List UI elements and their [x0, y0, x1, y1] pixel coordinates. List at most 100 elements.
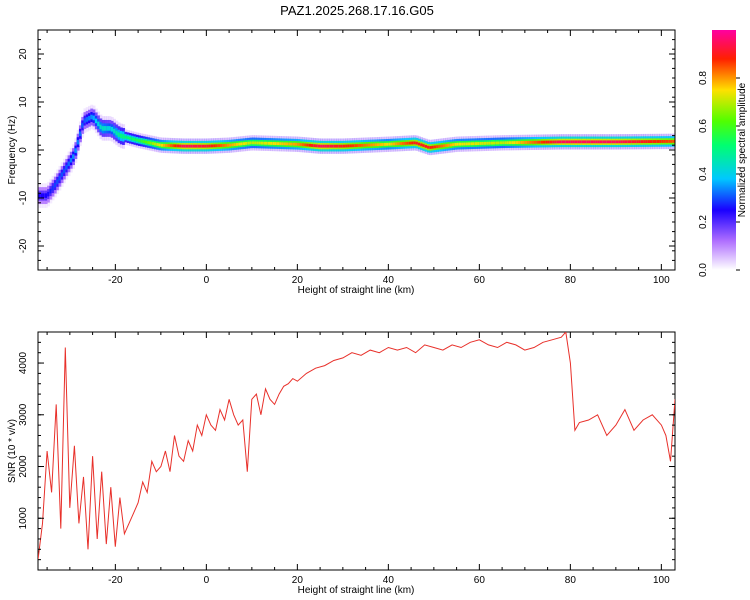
heat-cell	[404, 141, 408, 145]
heat-cell	[78, 131, 82, 137]
heat-cell	[402, 142, 405, 145]
heat-cell	[379, 143, 383, 147]
heat-cell	[108, 126, 112, 131]
heat-cell	[588, 140, 592, 144]
snr-x-label: Height of straight line (km)	[298, 585, 415, 596]
heat-cell	[331, 144, 335, 148]
heat-cell	[199, 144, 203, 148]
heat-cell	[383, 142, 387, 146]
heat-cell	[329, 144, 333, 148]
heat-cell	[138, 139, 141, 143]
heat-cell	[51, 185, 55, 191]
y-tick-label: 10	[18, 96, 29, 108]
heat-cell	[222, 144, 226, 147]
heat-cell	[188, 144, 192, 148]
heat-cell	[672, 139, 675, 143]
heat-cell	[251, 141, 255, 145]
heat-cell	[226, 143, 230, 147]
heat-cell	[479, 142, 483, 145]
heat-cell	[281, 142, 285, 146]
heat-cell	[53, 182, 57, 188]
heat-cell	[513, 141, 517, 145]
x-tick-label: 80	[565, 275, 577, 286]
colorbar-tick-label: 0.6	[698, 119, 709, 133]
heat-cell	[292, 142, 296, 146]
heat-cell	[276, 142, 280, 146]
heat-cell	[363, 143, 367, 147]
heat-cell	[634, 140, 637, 144]
heat-cell	[340, 144, 344, 148]
y-tick-label: 4000	[18, 351, 29, 374]
x-tick-label: -20	[108, 275, 123, 286]
heat-cell	[126, 136, 130, 140]
heat-cell	[81, 123, 85, 128]
x-tick-label: 80	[565, 575, 577, 586]
heat-cell	[163, 143, 166, 147]
heat-cell	[599, 140, 603, 144]
heat-cell	[333, 144, 337, 148]
y-tick-label: 2000	[18, 455, 29, 478]
colorbar-tick-label: 0.8	[698, 71, 709, 85]
heat-cell	[358, 144, 362, 147]
heat-cell	[422, 144, 426, 148]
heat-cell	[367, 143, 371, 147]
heat-cell	[124, 135, 128, 139]
heat-cell	[65, 165, 69, 170]
heat-cell	[88, 115, 91, 121]
heat-cell	[563, 140, 567, 144]
heat-cell	[524, 140, 528, 144]
heat-cell	[647, 140, 651, 144]
heat-cell	[213, 144, 217, 148]
heat-cell	[85, 117, 89, 122]
heat-cell	[169, 144, 173, 148]
heat-cell	[365, 143, 369, 147]
heat-cell	[154, 142, 157, 146]
heat-cell	[113, 128, 116, 134]
colorbar-ticks: 0.0 0.2 0.4 0.6 0.8	[698, 71, 740, 277]
heat-cell	[411, 141, 414, 145]
heat-cell	[267, 141, 271, 145]
heat-cell	[533, 140, 537, 144]
heat-cell	[440, 144, 444, 148]
heat-cell	[417, 142, 421, 146]
heat-cell	[511, 141, 515, 145]
heat-cell	[40, 193, 44, 198]
heat-cell	[301, 143, 305, 147]
heat-cell	[431, 145, 435, 149]
heat-cell	[206, 144, 210, 148]
heat-cell	[60, 172, 64, 177]
heat-cell	[285, 142, 289, 146]
heat-cell	[454, 142, 458, 146]
heat-cell	[627, 140, 631, 144]
heat-cell	[508, 141, 512, 145]
heat-cell	[101, 126, 105, 131]
heat-cell	[304, 143, 308, 147]
colorbar-tick-label: 0.2	[698, 215, 709, 229]
heat-cell	[472, 142, 476, 146]
heat-cell	[142, 140, 146, 144]
heat-cell	[326, 144, 330, 148]
heat-cell	[538, 140, 542, 144]
snr-chart: -20 0 20 40 60 80 100 1000 2000 3000 4000 Height …	[7, 331, 676, 596]
heat-cell	[493, 141, 496, 145]
heat-cell	[229, 143, 232, 147]
y-tick-label: -10	[18, 190, 29, 205]
heat-cell	[181, 144, 185, 148]
heat-cell	[308, 143, 312, 147]
heat-cell	[242, 142, 246, 146]
y-tick-label: 20	[18, 48, 29, 60]
heat-cell	[295, 142, 298, 146]
heat-cell	[413, 141, 417, 145]
heat-cell	[397, 142, 401, 146]
heat-cell	[574, 140, 578, 144]
x-tick-label: 60	[474, 275, 486, 286]
heat-cell	[631, 140, 635, 144]
heat-cell	[349, 144, 353, 148]
heat-cell	[220, 144, 223, 147]
heat-cell	[570, 140, 574, 144]
heat-cell	[144, 140, 148, 144]
heat-cell	[558, 140, 562, 144]
heat-cell	[624, 140, 628, 144]
heat-cell	[629, 140, 633, 144]
